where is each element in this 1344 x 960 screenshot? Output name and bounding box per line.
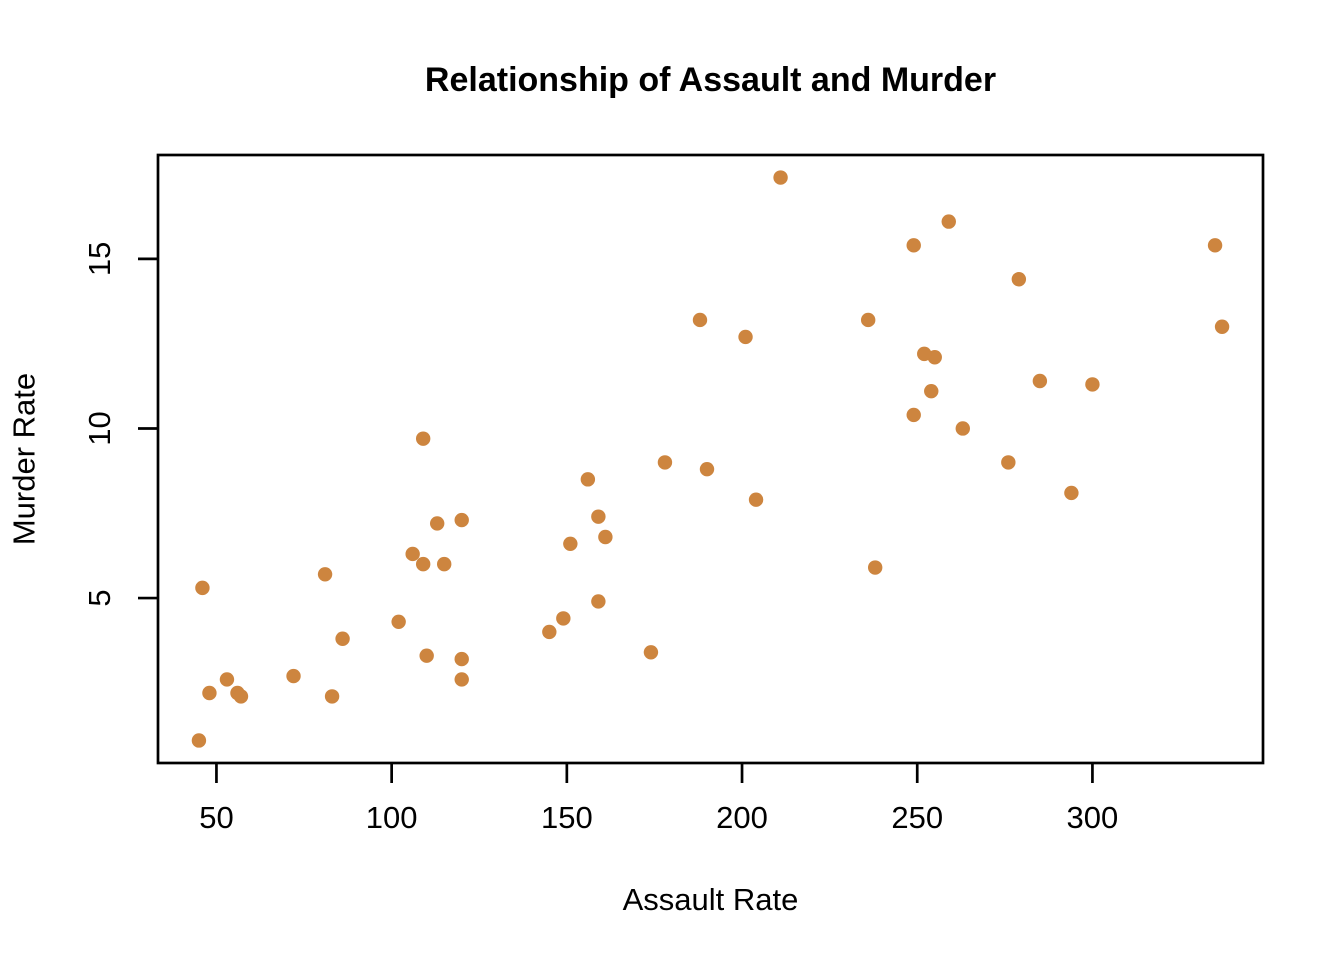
data-point (195, 580, 210, 596)
data-point (1032, 373, 1048, 389)
data-point (860, 312, 876, 328)
data-point (1214, 319, 1230, 334)
data-point (657, 455, 673, 470)
data-point (699, 461, 715, 477)
y-tick-label: 10 (82, 411, 117, 445)
data-point (738, 329, 753, 345)
data-point (692, 312, 708, 328)
data-point (941, 214, 956, 229)
data-point (917, 346, 932, 362)
plot-box (156, 153, 1265, 765)
x-axis-label: Assault Rate (622, 882, 799, 917)
y-axis-label: Murder Rate (6, 372, 42, 546)
data-point (591, 594, 606, 609)
data-point (391, 614, 406, 629)
data-point (454, 672, 469, 687)
data-point (317, 567, 333, 582)
data-point (542, 624, 557, 640)
x-tick-label: 200 (716, 800, 768, 835)
x-tick-label: 100 (366, 800, 418, 835)
data-point (1064, 485, 1079, 501)
data-point (955, 421, 970, 436)
x-tick-label: 50 (199, 800, 233, 835)
data-point (748, 492, 764, 507)
data-point (419, 648, 434, 663)
y-tick-label: 15 (82, 242, 117, 276)
data-point (867, 560, 883, 575)
x-tick-label: 150 (541, 800, 593, 835)
data-point (906, 407, 921, 423)
data-point (324, 689, 340, 704)
data-point (924, 383, 939, 399)
data-point (191, 733, 207, 748)
chart-title: Relationship of Assault and Murder (424, 61, 997, 99)
data-point (773, 170, 788, 185)
data-point (454, 651, 469, 667)
data-point (233, 689, 249, 704)
data-point (906, 238, 921, 253)
data-point (556, 611, 571, 626)
y-tick-label: 5 (82, 589, 117, 606)
data-point (598, 529, 613, 545)
data-point (335, 631, 350, 646)
data-point (643, 645, 659, 660)
data-point (1207, 238, 1223, 253)
data-point (437, 556, 452, 572)
data-point (202, 685, 217, 701)
data-point (415, 431, 431, 446)
data-point (454, 512, 469, 528)
data-point (1085, 377, 1100, 392)
x-tick-label: 250 (891, 800, 943, 835)
data-point (591, 509, 606, 524)
data-point (405, 546, 420, 562)
data-point (429, 516, 445, 531)
data-point (219, 672, 235, 687)
data-point (286, 668, 301, 684)
data-point (1011, 272, 1027, 287)
data-point (415, 556, 431, 572)
x-tick-label: 300 (1067, 800, 1119, 835)
data-point (563, 536, 578, 551)
data-point (580, 472, 596, 487)
data-point (1001, 455, 1016, 470)
